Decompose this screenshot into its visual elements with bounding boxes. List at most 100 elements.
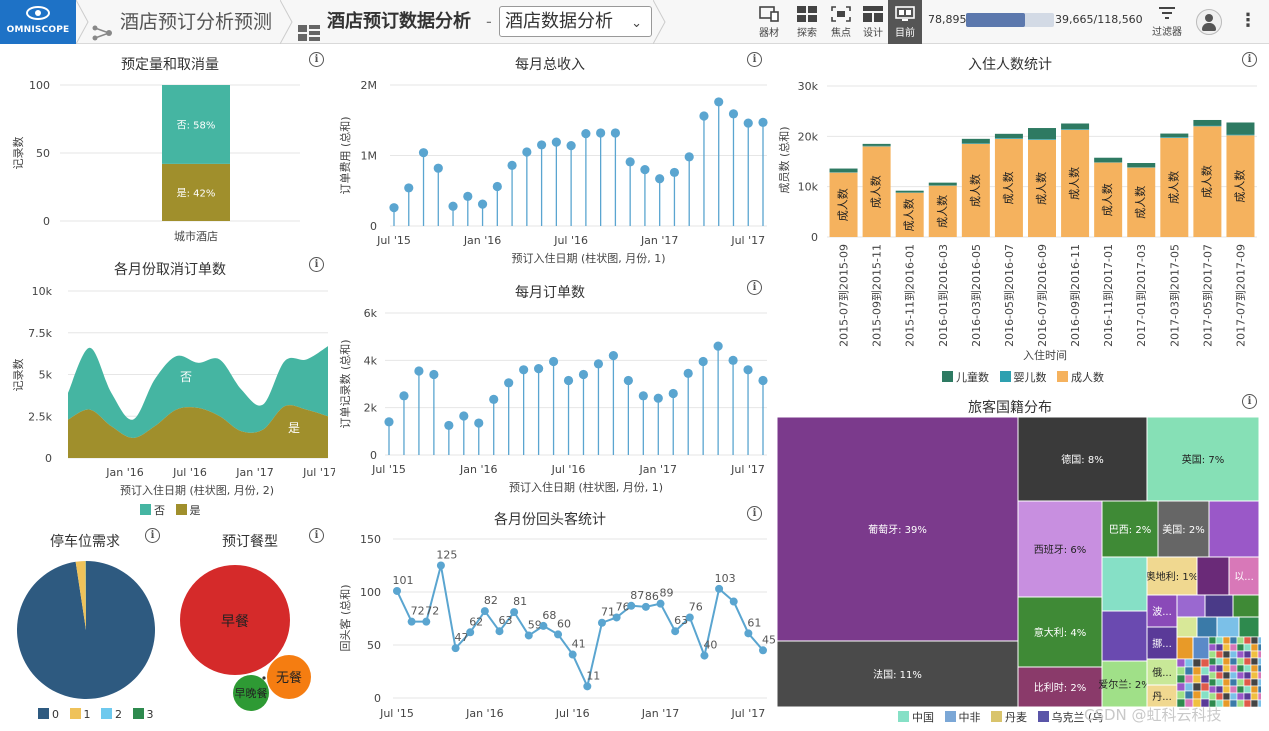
data-point (625, 157, 635, 167)
treemap-cell (1215, 657, 1224, 666)
x-tick-label: Jan '16 (463, 234, 501, 247)
breadcrumb-report[interactable]: 酒店预订数据分析 (327, 11, 471, 32)
more-menu-icon[interactable]: ⋮ (1239, 10, 1257, 31)
data-label: 62 (469, 615, 483, 628)
treemap-cell (1236, 664, 1245, 673)
data-point (638, 391, 648, 401)
info-icon[interactable]: i (1242, 394, 1257, 409)
omniscope-logo[interactable]: OMNISCOPE (0, 0, 76, 44)
x-tick-label: 2015-07到2015-09 (838, 244, 851, 347)
tool-label: 焦点 (831, 28, 851, 39)
treemap-cell (1236, 643, 1245, 652)
view-select[interactable]: 酒店数据分析 ⌄ (499, 6, 652, 37)
data-point (699, 111, 709, 121)
chevron-down-icon: ⌄ (631, 16, 642, 31)
data-point (399, 391, 409, 401)
data-point (683, 368, 693, 378)
treemap-cell (1257, 664, 1261, 673)
data-point (758, 117, 768, 127)
bar-segment (1061, 129, 1090, 130)
tool-device[interactable]: 器材 (752, 4, 786, 42)
data-point (407, 617, 416, 626)
legend-item: 中国 (898, 711, 934, 724)
y-tick-label: 0 (45, 452, 52, 465)
bar-segment (961, 143, 990, 144)
data-point (653, 393, 663, 403)
bar-segment (1094, 162, 1123, 163)
treemap-cell (1215, 643, 1224, 652)
monthly-revenue-title: 每月总收入 (515, 57, 585, 73)
x-tick-label: 城市酒店 (174, 229, 218, 243)
bar-label: 成人数 (1167, 171, 1180, 204)
y-tick-label: 0 (43, 215, 50, 228)
data-label: 87 (630, 589, 644, 602)
treemap-cell (777, 640, 1019, 708)
eye-icon (26, 6, 50, 20)
info-icon[interactable]: i (309, 257, 324, 272)
x-tick-label: Jan '16 (459, 463, 497, 476)
treemap-cell (1192, 658, 1202, 668)
treemap-cell (1184, 690, 1194, 700)
bar-segment (1160, 137, 1189, 138)
tool-focus[interactable]: 焦点 (824, 4, 858, 42)
info-icon[interactable]: i (747, 52, 762, 67)
info-icon[interactable]: i (747, 506, 762, 521)
info-icon[interactable]: i (309, 528, 324, 543)
data-point (743, 365, 753, 375)
treemap-cell (1250, 671, 1259, 680)
treemap-cell (1192, 666, 1202, 676)
bar-segment (829, 172, 858, 173)
filter-button[interactable]: 过滤器 (1148, 5, 1186, 38)
user-avatar[interactable] (1196, 9, 1222, 35)
breadcrumb-project[interactable]: 酒店预订分析预测 (120, 11, 273, 33)
y-tick-label: 0 (370, 449, 377, 462)
data-label: 82 (484, 594, 498, 607)
data-label: 81 (513, 595, 527, 608)
data-point (715, 584, 724, 593)
treemap-cell (1238, 616, 1260, 638)
parking-title: 停车位需求 (50, 534, 120, 550)
meal-title: 预订餐型 (222, 534, 278, 550)
monthly-orders-chart: 6k 4k 2k 0 订单记录数 (总和) Jul '15 Jan '16 Jul '16 Ja… (338, 307, 768, 494)
data-point (448, 201, 458, 211)
bar-label: 成人数 (1200, 165, 1213, 198)
tool-explore[interactable]: 探索 (790, 4, 824, 42)
treemap-cell (1208, 650, 1217, 659)
x-tick-label: 2015-11到2016-01 (904, 244, 917, 347)
data-point (566, 141, 576, 151)
treemap-cell (1215, 678, 1224, 687)
data-point (568, 650, 577, 659)
tool-design[interactable]: 设计 (856, 4, 890, 42)
info-icon[interactable]: i (747, 280, 762, 295)
data-point (489, 394, 499, 404)
treemap-cell (1236, 657, 1245, 666)
bar-label: 成人数 (1101, 183, 1114, 216)
y-axis-label: 订单记录数 (总和) (338, 339, 352, 428)
y-tick-label: 50 (367, 639, 381, 652)
data-point (466, 628, 475, 637)
x-tick-label: 2016-11到2017-01 (1102, 244, 1115, 347)
bar-segment (1193, 125, 1222, 127)
bar-segment (1226, 134, 1255, 136)
area-label: 是 (288, 421, 300, 435)
treemap-cell (1146, 417, 1260, 502)
breadcrumb-separator (280, 0, 294, 44)
treemap-label: 巴西: 2% (1109, 524, 1151, 536)
data-point (729, 597, 738, 606)
y-tick-label: 6k (364, 307, 378, 320)
info-icon[interactable]: i (309, 52, 324, 67)
tool-current[interactable]: 目前 (888, 0, 922, 44)
treemap-cell (1222, 650, 1231, 659)
treemap-cell (1243, 664, 1252, 673)
data-point (480, 607, 489, 616)
bar-segment (961, 143, 990, 237)
data-point (714, 97, 724, 107)
data-point (610, 128, 620, 138)
info-icon[interactable]: i (1242, 52, 1257, 67)
data-point (393, 586, 401, 595)
breadcrumb-dash: - (486, 12, 492, 31)
treemap-cell (1204, 594, 1234, 618)
info-icon[interactable]: i (145, 528, 160, 543)
bubble-label: 早餐 (221, 614, 249, 630)
